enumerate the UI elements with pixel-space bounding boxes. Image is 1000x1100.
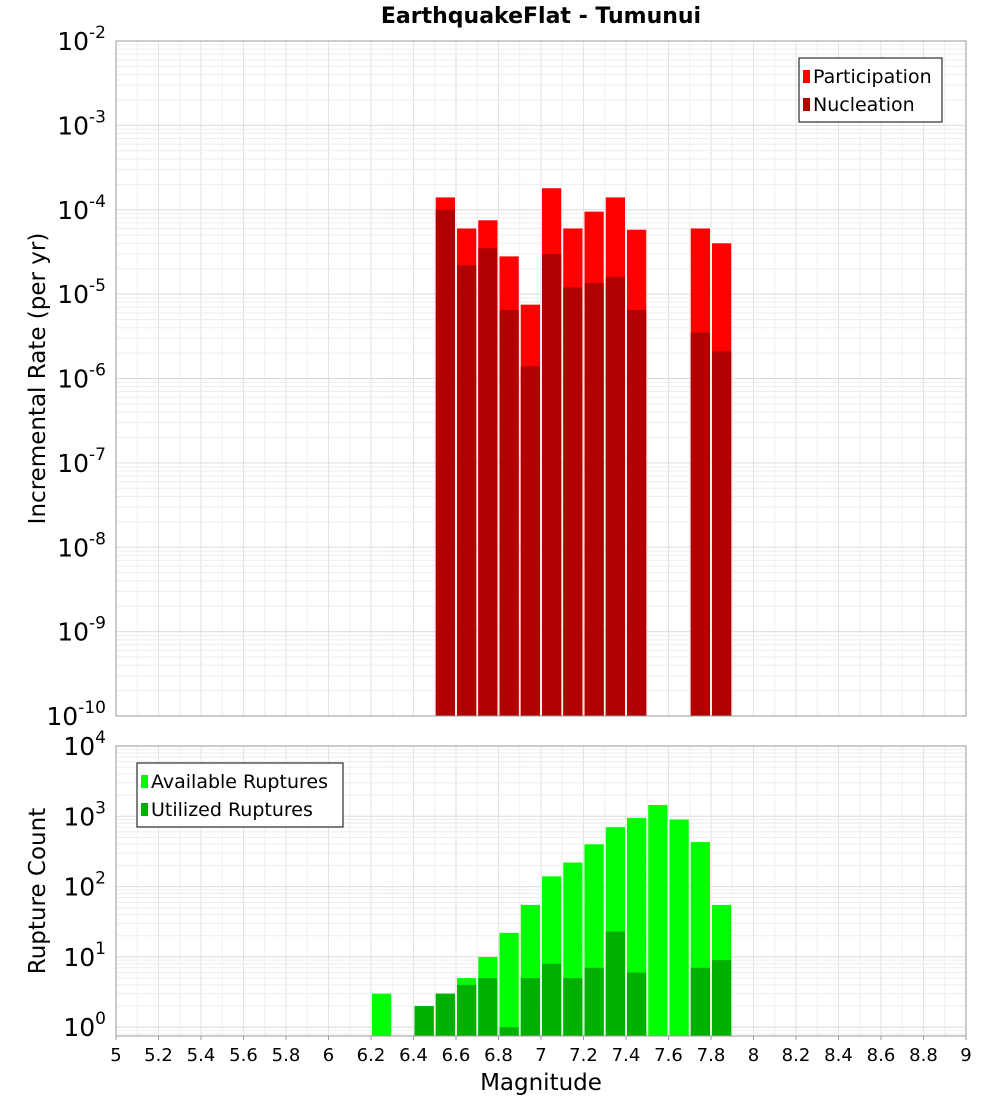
x-tick-label: 6.8 [484, 1045, 513, 1066]
x-tick-label: 8 [748, 1045, 759, 1066]
y-axis-label: Incremental Rate (per yr) [25, 233, 51, 525]
bar-nucleation [690, 332, 710, 716]
x-tick-label: 6.6 [442, 1045, 471, 1066]
legend: Participation Nucleation [798, 57, 943, 123]
x-tick-label: 6.2 [357, 1045, 386, 1066]
bar-utilized-ruptures [414, 1006, 434, 1036]
y-tick-label: 104 [63, 728, 106, 761]
x-tick-label: 8.8 [909, 1045, 938, 1066]
bar-utilized-ruptures [563, 978, 583, 1036]
bar-nucleation [605, 276, 625, 716]
bar-utilized-ruptures [605, 931, 625, 1036]
legend: Available Ruptures Utilized Ruptures [136, 762, 344, 828]
legend-swatch [141, 803, 148, 816]
y-tick-label: 103 [63, 798, 106, 831]
bar-utilized-ruptures [435, 993, 455, 1036]
x-tick-label: 8.4 [824, 1045, 853, 1066]
bar-available-ruptures [372, 993, 392, 1036]
chart-title: EarthquakeFlat - Tumunui [381, 4, 701, 29]
x-tick-label: 6 [323, 1045, 334, 1066]
legend-box [136, 762, 344, 828]
bar-nucleation [563, 287, 583, 716]
x-tick-label: 5 [110, 1045, 121, 1066]
bar-nucleation [478, 248, 498, 716]
legend-swatch [803, 98, 810, 111]
bar-utilized-ruptures [499, 1027, 519, 1036]
panel-0: 10-10 10-9 10-8 10-7 10-6 10-5 10-4 10-3 10-2 Ear… [25, 4, 967, 731]
bar-utilized-ruptures [478, 978, 498, 1036]
legend-swatch [803, 70, 810, 83]
x-axis-label: Magnitude [480, 1070, 602, 1096]
x-tick-label: 7 [535, 1045, 546, 1066]
bar-nucleation [435, 209, 455, 716]
y-tick-label: 10-5 [57, 276, 106, 309]
y-tick-label: 101 [63, 939, 106, 972]
bar-nucleation [627, 309, 647, 716]
x-tick-label: 7.6 [654, 1045, 683, 1066]
y-tick-label: 102 [63, 869, 106, 902]
bar-utilized-ruptures [712, 960, 732, 1036]
y-tick-label: 100 [63, 1009, 106, 1042]
bar-nucleation [520, 366, 540, 716]
legend-box [798, 57, 943, 123]
x-tick-label: 5.6 [229, 1045, 258, 1066]
plot-frame [115, 40, 967, 717]
legend-label: Participation [813, 66, 932, 88]
x-tick-label: 9 [960, 1045, 971, 1066]
y-tick-label: 10-8 [57, 529, 106, 562]
x-tick-label: 8.2 [782, 1045, 811, 1066]
legend-label: Available Ruptures [151, 771, 328, 793]
bar-utilized-ruptures [627, 972, 647, 1036]
y-tick-label: 10-3 [57, 107, 106, 140]
bar-nucleation [584, 283, 604, 716]
legend-label: Utilized Ruptures [151, 799, 313, 821]
bar-nucleation [499, 309, 519, 716]
bar-available-ruptures [499, 932, 519, 1036]
bar-utilized-ruptures [457, 984, 477, 1036]
bar-nucleation [542, 253, 562, 716]
x-tick-label: 5.8 [272, 1045, 301, 1066]
x-tick-label: 7.2 [569, 1045, 598, 1066]
legend-swatch [141, 775, 148, 788]
bar-utilized-ruptures [690, 967, 710, 1036]
panel-1: 100 101 102 103 104 5 5.2 5.4 5.6 5.8 6 6.2 6.4 6.6 6.… [25, 728, 972, 1096]
x-tick-label: 8.6 [867, 1045, 896, 1066]
x-tick-label: 6.4 [399, 1045, 428, 1066]
bar-utilized-ruptures [520, 978, 540, 1036]
y-tick-label: 10-7 [57, 445, 106, 478]
x-tick-label: 7.8 [697, 1045, 726, 1066]
y-tick-label: 10-9 [57, 614, 106, 647]
y-tick-label: 10-10 [46, 698, 106, 731]
bar-available-ruptures [669, 819, 689, 1036]
x-tick-label: 5.2 [144, 1045, 173, 1066]
x-tick-label: 5.4 [187, 1045, 216, 1066]
x-tick-label: 7.4 [612, 1045, 641, 1066]
y-axis-label: Rupture Count [25, 808, 51, 974]
y-tick-label: 10-4 [57, 192, 106, 225]
y-tick-label: 10-6 [57, 361, 106, 394]
y-tick-label: 10-2 [57, 23, 106, 56]
bar-available-ruptures [648, 804, 668, 1036]
bar-nucleation [712, 351, 732, 716]
bar-nucleation [457, 265, 477, 716]
bar-utilized-ruptures [584, 967, 604, 1036]
legend-label: Nucleation [813, 94, 915, 116]
bar-utilized-ruptures [542, 963, 562, 1036]
